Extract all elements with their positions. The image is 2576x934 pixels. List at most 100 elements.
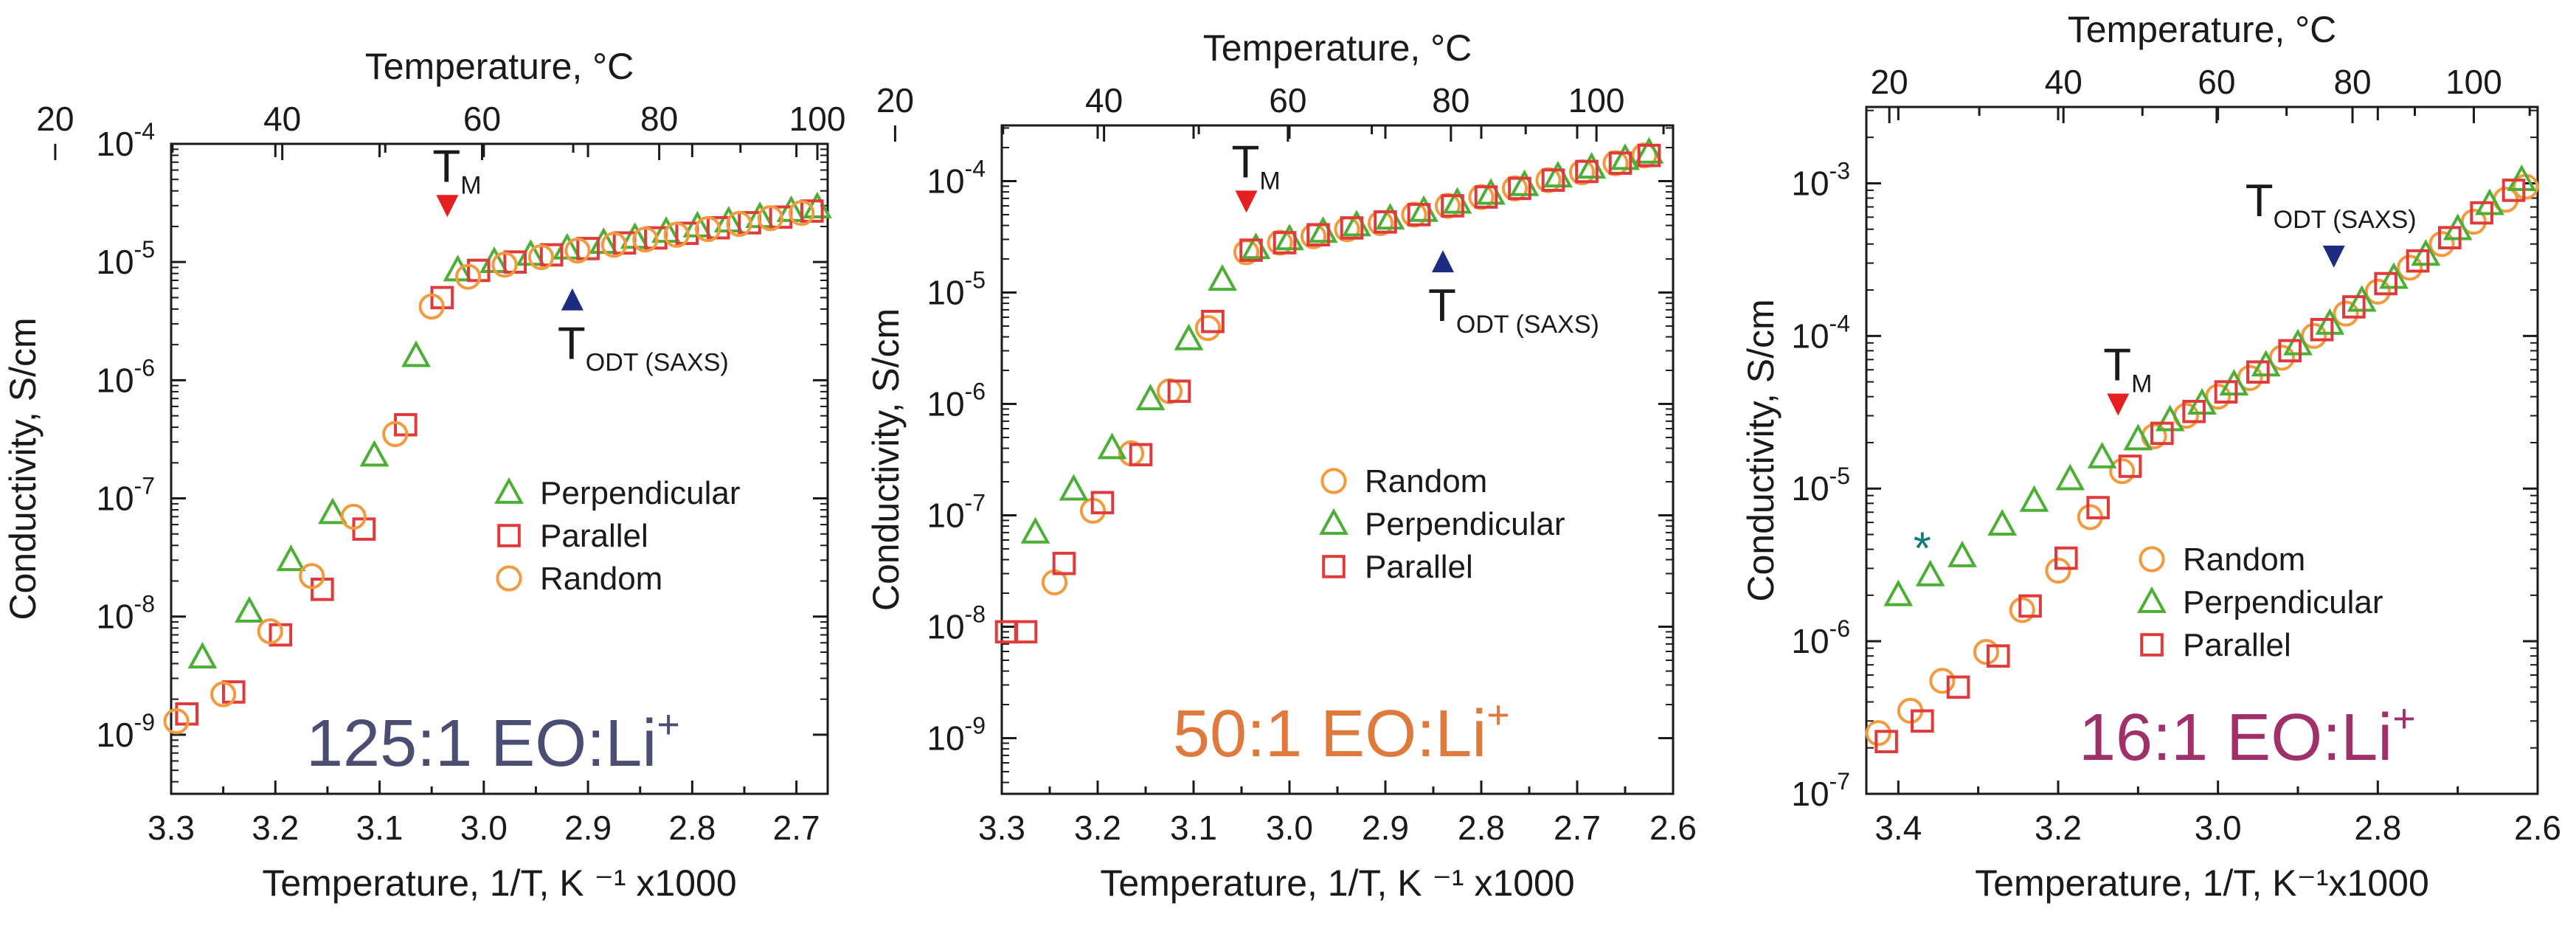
data-point [2251, 350, 2281, 377]
panel-title: 125:1 EO:Li+ [306, 702, 680, 781]
data-point [2268, 345, 2295, 371]
legend-label: Parallel [540, 518, 648, 554]
data-point [1407, 203, 1431, 226]
top-axis-title: Temperature, °C [365, 46, 634, 87]
annotation-label: TM [1232, 136, 1281, 195]
data-point [2123, 423, 2153, 451]
chart-panel-2: 3.3 3.2 3.1 3.0 2.9 2.8 2.7 2.6 20 40 60 80 100 10-9 1… [865, 27, 1697, 904]
y-tick-label: 10-5 [927, 267, 986, 312]
legend: Perpendicular Parallel Random [494, 475, 741, 597]
data-point [163, 708, 190, 735]
data-point [1947, 540, 1977, 567]
data-point [2347, 285, 2377, 312]
legend-label: Perpendicular [1365, 506, 1565, 542]
data-point [2214, 380, 2238, 404]
series-perpendicular [187, 191, 832, 669]
data-point [1208, 264, 1237, 291]
data-point [726, 210, 752, 238]
data-point [1374, 210, 1397, 234]
x-tick-label: 2.6 [2514, 809, 2561, 847]
annotation-odt-saxs-: TODT (SAXS) [558, 288, 729, 377]
x-tick-label: 2.8 [2354, 809, 2401, 847]
y-axis-title: Conductivity, S/cm [2, 317, 44, 620]
x-tick-label: 2.9 [1362, 809, 1409, 847]
data-point [340, 503, 367, 530]
panel-title: 16:1 EO:Li+ [2079, 696, 2416, 775]
data-point [2507, 164, 2537, 191]
data-point [221, 680, 246, 704]
data-point [299, 563, 325, 589]
x-tick-label: 3.2 [2035, 809, 2082, 847]
y-tick-label: 10-6 [927, 378, 986, 423]
top-tick-label: 60 [2198, 63, 2235, 101]
data-point [2109, 458, 2136, 485]
annotation-m: TM [1232, 136, 1281, 213]
data-point [2470, 201, 2493, 225]
legend-label: Perpendicular [540, 475, 741, 511]
y-axis-title: Conductivity, S/cm [865, 308, 907, 611]
x-tick-label: 3.2 [1074, 809, 1121, 847]
legend-label: Random [540, 561, 662, 597]
x-tick-label: 3.1 [1170, 809, 1217, 847]
annotation-odt-saxs-: TODT (SAXS) [1428, 250, 1599, 339]
data-point [1973, 639, 2000, 665]
top-tick-label: 60 [463, 100, 501, 138]
data-point [632, 226, 659, 253]
data-point [2086, 496, 2110, 519]
data-point [2054, 546, 2078, 570]
data-point [210, 681, 237, 708]
data-point [2438, 226, 2462, 250]
data-point [1239, 238, 1263, 262]
data-point [2155, 404, 2185, 432]
data-point [2018, 594, 2042, 618]
x-tick-label: 2.7 [773, 809, 820, 847]
x-tick-label: 3.1 [356, 809, 404, 847]
data-point [491, 252, 518, 278]
legend-label: Perpendicular [2183, 584, 2383, 620]
data-point [1052, 551, 1076, 575]
y-tick-label: 10-4 [1791, 310, 1850, 355]
y-tick-label: 10-6 [96, 354, 155, 399]
data-point [1020, 516, 1050, 544]
legend-marker [1322, 555, 1346, 578]
top-tick-label: 40 [2045, 63, 2082, 101]
series-parallel [175, 199, 824, 726]
annotation-m: TM [432, 141, 482, 218]
annotation-arrow [1432, 250, 1454, 273]
series-random [163, 200, 815, 735]
x-tick-label: 3.0 [2195, 809, 2242, 847]
legend-label: Parallel [1365, 549, 1473, 585]
x-tick-label: 3.3 [978, 809, 1025, 847]
y-tick-label: 10-5 [96, 236, 155, 281]
top-tick-label: 100 [2445, 63, 2502, 101]
x-tick-label: 2.6 [1649, 809, 1697, 847]
data-point [1915, 559, 1945, 587]
data-point [318, 497, 347, 525]
data-point [1306, 223, 1330, 247]
annotation-arrow [561, 288, 584, 311]
data-point [257, 618, 283, 645]
y-tick-label: 10-4 [927, 156, 986, 201]
legend-marker [497, 524, 521, 547]
data-point [2406, 249, 2430, 273]
y-tick-label: 10-7 [1791, 768, 1850, 813]
data-point [2150, 421, 2174, 446]
data-point [2278, 339, 2302, 363]
y-tick-label: 10-7 [927, 490, 986, 535]
y-tick-label: 10-9 [96, 709, 155, 754]
top-axis-title: Temperature, °C [2068, 9, 2337, 50]
y-tick-label: 10-9 [927, 713, 986, 758]
data-point [2411, 239, 2441, 266]
data-point [600, 232, 627, 258]
top-tick-label: 20 [36, 100, 74, 138]
series-perpendicular [1020, 136, 1664, 544]
data-point [1987, 508, 2018, 536]
top-tick-label: 100 [789, 100, 846, 138]
data-point [2342, 295, 2366, 319]
data-point [1541, 168, 1565, 193]
data-point [2379, 262, 2409, 289]
data-point [1441, 194, 1464, 218]
data-point [2246, 360, 2270, 384]
y-tick-label: 10-5 [1791, 463, 1850, 508]
